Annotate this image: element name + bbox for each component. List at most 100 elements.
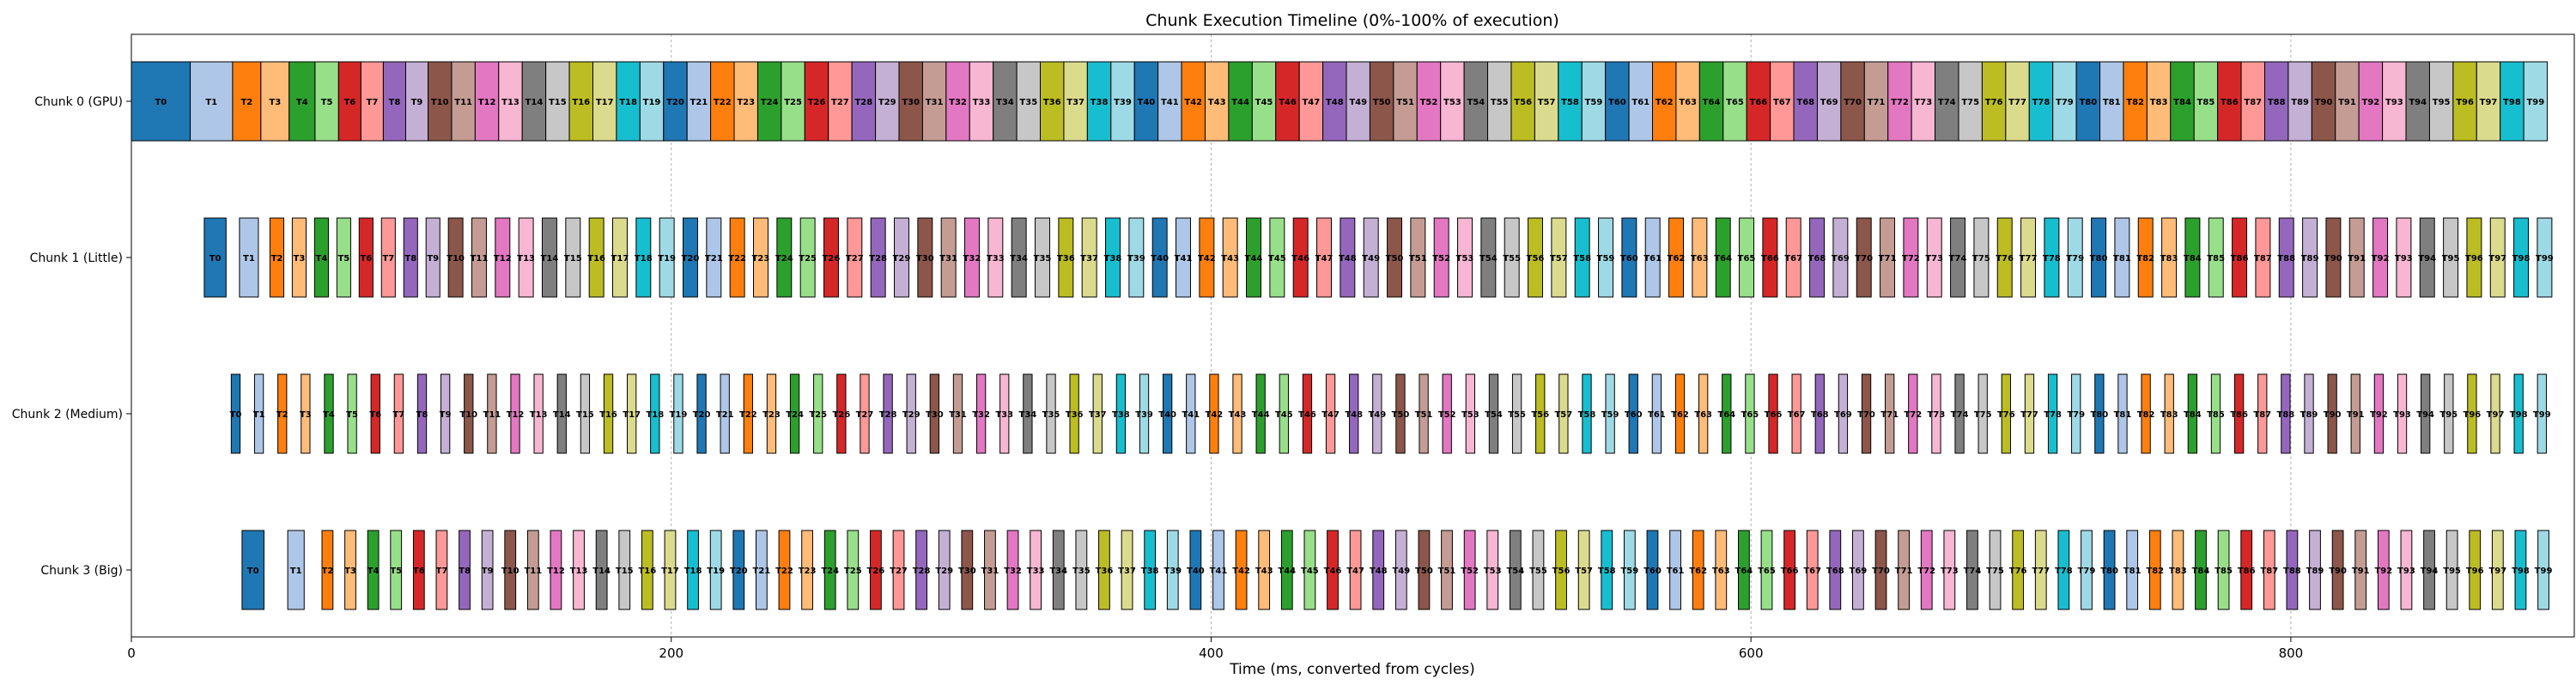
task-label: T36	[1057, 254, 1075, 264]
task-bar	[1874, 530, 1887, 610]
task-label: T0	[230, 410, 242, 420]
task-label: T65	[1738, 254, 1756, 264]
task-bar	[239, 217, 259, 298]
task-bar-group: T57	[1534, 61, 1559, 142]
task-bar-group: T28	[913, 530, 931, 610]
task-bar-group: T44	[1278, 530, 1296, 610]
task-bar	[892, 530, 905, 610]
task-bar	[813, 373, 823, 454]
task-bar-group: T70	[1855, 217, 1873, 298]
task-bar-group: T44	[1252, 373, 1270, 454]
task-bar-group: T32	[945, 61, 970, 142]
task-label: T11	[454, 98, 472, 107]
task-bar-group: T25	[809, 373, 827, 454]
task-label: T75	[1961, 98, 1979, 107]
task-bar-group: T61	[1643, 217, 1662, 298]
task-bar-group: T4	[313, 217, 329, 298]
task-bar-group: T19	[639, 61, 665, 142]
task-label: T75	[1986, 567, 2004, 576]
task-label: T40	[1187, 567, 1205, 576]
task-bar	[518, 217, 534, 298]
task-label: T63	[1679, 98, 1697, 107]
task-bar	[1598, 217, 1614, 298]
task-bar-group: T87	[2260, 530, 2278, 610]
task-label: T81	[2113, 254, 2131, 264]
task-bar	[847, 217, 863, 298]
task-bar-group: T50	[1415, 530, 1433, 610]
task-label: T32	[1004, 567, 1022, 576]
task-label: T95	[2443, 567, 2461, 576]
task-bar	[1885, 373, 1895, 454]
task-bar-group: T20	[730, 530, 748, 610]
task-label: T8	[404, 254, 416, 264]
task-bar-group: T85	[2215, 530, 2233, 610]
task-label: T2	[271, 254, 283, 264]
task-bar	[1488, 373, 1499, 454]
task-bar	[1722, 373, 1732, 454]
task-bar-group: T98	[2512, 217, 2530, 298]
task-bar-group: T67	[1803, 530, 1821, 610]
task-bar	[1534, 61, 1559, 142]
task-bar-group: T89	[2301, 217, 2318, 298]
task-label: T66	[1761, 254, 1779, 264]
task-bar	[1349, 373, 1359, 454]
task-label: T8	[459, 567, 471, 576]
task-bar-group: T49	[1368, 373, 1386, 454]
task-bar	[687, 530, 699, 610]
task-bar	[2044, 217, 2060, 298]
task-bar	[961, 530, 974, 610]
task-bar	[404, 61, 429, 142]
task-label: T66	[1765, 410, 1783, 420]
task-bar-group: T97	[2487, 373, 2504, 454]
task-label: T90	[2324, 410, 2342, 420]
task-label: T11	[471, 254, 489, 264]
x-tick-label: 400	[1199, 646, 1224, 661]
task-bar	[314, 61, 339, 142]
task-bar-group: T93	[2382, 61, 2407, 142]
task-label: T97	[2488, 567, 2506, 576]
task-label: T77	[2032, 567, 2050, 576]
task-bar-group: T28	[879, 373, 897, 454]
task-bar	[1829, 530, 1842, 610]
task-bar-group: T68	[1811, 373, 1829, 454]
task-label: T62	[1656, 98, 1674, 107]
task-bar	[755, 530, 768, 610]
task-label: T25	[809, 410, 827, 420]
task-label: T6	[369, 410, 381, 420]
task-label: T73	[1928, 410, 1946, 420]
task-label: T41	[1161, 98, 1179, 107]
task-bar	[1739, 217, 1755, 298]
task-bar-group: T36	[1057, 217, 1075, 298]
task-bar	[1989, 530, 2002, 610]
task-bar	[2286, 530, 2299, 610]
task-bar-group: T73	[1911, 61, 1936, 142]
task-bar	[766, 373, 777, 454]
task-label: T55	[1503, 254, 1521, 264]
task-bar-group: T66	[1765, 373, 1783, 454]
task-bar	[975, 373, 987, 454]
task-bar	[635, 217, 652, 298]
task-bar-group: T24	[786, 373, 804, 454]
task-label: T48	[1339, 254, 1357, 264]
task-bar	[2467, 373, 2477, 454]
task-bar-group: T26	[804, 61, 829, 142]
task-bar-group: T45	[1268, 217, 1286, 298]
task-bar	[1621, 217, 1637, 298]
task-bar-group: T12	[507, 373, 524, 454]
task-bar	[2126, 530, 2139, 610]
task-bar-group: T92	[2372, 217, 2389, 298]
task-bar	[781, 61, 805, 142]
task-bar-group: T68	[1793, 61, 1818, 142]
task-label: T53	[1461, 410, 1479, 420]
task-bar	[1908, 373, 1918, 454]
task-bar	[1189, 530, 1202, 610]
task-bar	[2195, 530, 2207, 610]
task-bar-group: T60	[1605, 61, 1630, 142]
task-bar	[778, 530, 791, 610]
task-label: T38	[1112, 410, 1130, 420]
task-label: T38	[1104, 254, 1122, 264]
task-bar	[2335, 61, 2360, 142]
task-bar	[2327, 373, 2337, 454]
task-bar	[1258, 530, 1271, 610]
task-label: T60	[1643, 567, 1662, 576]
